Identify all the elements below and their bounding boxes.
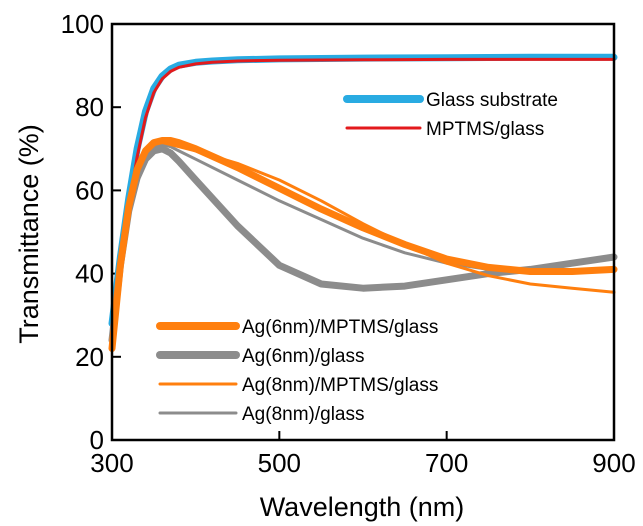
legend-label-ag-8nm-glass: Ag(8nm)/glass bbox=[242, 404, 365, 425]
legend-label-ag-6nm-glass: Ag(6nm)/glass bbox=[242, 346, 365, 367]
legend: Glass substrate MPTMS/glass Ag(6nm)/MPTMS/… bbox=[156, 90, 558, 425]
axis-ticks: 300 500 700 900 0 20 40 60 80 100 bbox=[61, 9, 636, 478]
legend-label-glass-substrate: Glass substrate bbox=[426, 90, 558, 111]
series-line-ag-8nm-mptms-glass bbox=[110, 141, 616, 350]
y-tick-label: 100 bbox=[61, 9, 104, 39]
y-tick-label: 20 bbox=[75, 342, 104, 372]
x-tick-label: 300 bbox=[90, 448, 133, 478]
x-axis-title: Wavelength (nm) bbox=[260, 492, 465, 522]
plot-frame bbox=[110, 22, 616, 442]
y-axis-title: Transmittance (%) bbox=[14, 124, 44, 344]
y-tick-label: 80 bbox=[75, 92, 104, 122]
y-tick-label: 0 bbox=[90, 425, 104, 455]
y-tick-label: 40 bbox=[75, 259, 104, 289]
series-lines bbox=[108, 53, 618, 352]
x-tick-label: 700 bbox=[425, 448, 468, 478]
series-line-ag-6nm-glass bbox=[108, 145, 618, 344]
x-tick-label: 500 bbox=[258, 448, 301, 478]
legend-label-ag-6nm-mptms-glass: Ag(6nm)/MPTMS/glass bbox=[242, 317, 438, 338]
legend-label-mptms-glass: MPTMS/glass bbox=[426, 119, 544, 140]
legend-label-ag-8nm-mptms-glass: Ag(8nm)/MPTMS/glass bbox=[242, 375, 438, 396]
x-tick-label: 900 bbox=[592, 448, 635, 478]
y-tick-label: 60 bbox=[75, 175, 104, 205]
